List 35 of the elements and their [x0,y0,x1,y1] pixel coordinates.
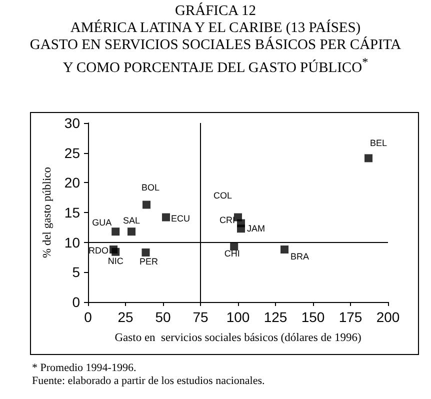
annotation: RDO [88,245,108,256]
y-tick-label: 20 [64,174,80,191]
y-tick-label: 5 [72,264,80,280]
y-tick-label: 30 [64,115,80,131]
y-tick-label: 10 [64,234,80,250]
x-tick-label: 150 [301,309,325,325]
x-axis-title: Gasto en servicios sociales básicos (dólares de 1996) [114,332,362,344]
y-tick-label: 0 [72,294,80,310]
x-tick-label: 25 [118,309,134,325]
x-tick-label: 0 [84,309,92,325]
annotation: NIC [108,256,124,266]
annotation: PER [139,256,158,266]
source-note: Fuente: elaborado a partir de los estudios nacionales. [32,375,265,387]
x-tick-label: 125 [264,309,288,325]
annotation: BEL [370,138,388,148]
x-tick-label: 75 [192,309,208,325]
annotation: CHI [224,248,240,259]
chart-subtitle: AMÉRICA LATINA Y EL CARIBE (13 PAÍSES) GASTO EN SERVICIOS SOCIALES BÁSICOS PER CÁPITA Y COMO PORCENTAJE DEL GASTO PÚBLICO$^{*}$ [28,20,402,77]
annotation: JAM [247,224,265,234]
annotation: BRA [290,251,310,262]
annotation: COL [213,190,232,200]
chart-title: GRÁFICA 12 [174,3,257,20]
annotation: ECU [171,213,190,224]
annotation: GUA [92,218,112,228]
text: * Promedio 1994-1996. [32,362,136,374]
y-tick-label: 25 [64,144,80,161]
annotation: BOL [141,182,160,193]
x-tick-label: 175 [338,309,362,325]
annotation: CRI [220,215,235,226]
x-tick-label: 50 [155,309,171,325]
x-tick-label: 100 [226,309,250,325]
y-axis-title: % del gasto público [42,166,54,258]
annotation: SAL [122,216,140,226]
x-tick-label: 200 [376,309,400,325]
y-tick-label: 15 [64,204,80,220]
